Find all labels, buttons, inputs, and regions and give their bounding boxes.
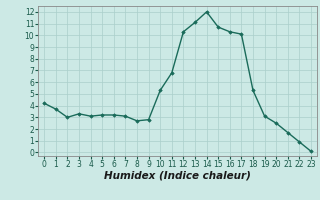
X-axis label: Humidex (Indice chaleur): Humidex (Indice chaleur) — [104, 171, 251, 181]
